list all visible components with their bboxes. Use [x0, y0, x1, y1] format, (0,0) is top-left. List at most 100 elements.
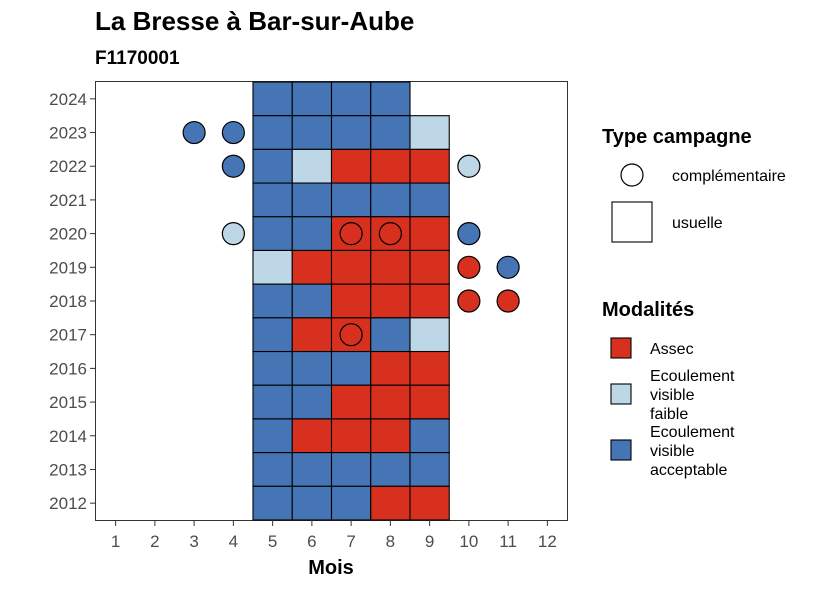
tile-2024-8-ecoulement-visible-acceptable [370, 81, 411, 117]
legend-modalites: Modalités Assec Ecoulement visible faibleEco… [602, 299, 735, 479]
tile-2019-5-ecoulement-visible-faible [252, 249, 293, 285]
y-tick-label: 2021 [49, 191, 87, 210]
legend-key-ecoulement-visible-acceptable [610, 439, 632, 461]
complementaire-points [182, 120, 520, 347]
legend-key-square [611, 201, 653, 243]
tile-2017-9-ecoulement-visible-faible [409, 317, 450, 353]
x-tick-label: 4 [229, 532, 238, 551]
y-tick-label: 2016 [49, 359, 87, 378]
tile-2015-7-assec [330, 384, 372, 420]
tile-2017-6-assec [291, 317, 333, 353]
point-2022-4-ecoulement-visible-acceptable [221, 154, 245, 178]
y-tick-label: 2022 [49, 157, 87, 176]
tile-2013-6-ecoulement-visible-acceptable [291, 452, 333, 487]
x-axis-title: Mois [308, 557, 354, 579]
tile-2018-7-assec [330, 283, 372, 319]
x-tick-label: 10 [459, 532, 478, 551]
tile-2022-6-ecoulement-visible-faible [291, 148, 333, 184]
tile-2017-5-ecoulement-visible-acceptable [252, 317, 293, 353]
point-2019-10-assec [457, 255, 481, 279]
tile-2020-9-assec [409, 216, 450, 252]
legend-key-assec [610, 337, 632, 359]
y-tick-label: 2015 [49, 393, 87, 412]
tile-2016-6-ecoulement-visible-acceptable [291, 350, 333, 386]
point-2017-7-assec [339, 323, 363, 347]
point-2020-4-ecoulement-visible-faible [221, 222, 245, 246]
x-tick-label: 12 [538, 532, 557, 551]
point-2020-10-ecoulement-visible-acceptable [457, 222, 481, 246]
point-2023-4-ecoulement-visible-acceptable [221, 120, 245, 145]
point-2020-7-assec [339, 222, 363, 246]
tile-2018-5-ecoulement-visible-acceptable [252, 283, 293, 319]
x-tick-label: 9 [425, 532, 434, 551]
legend-label-complementaire: complémentaire [672, 168, 786, 185]
tile-2019-7-assec [330, 249, 372, 285]
tile-2015-5-ecoulement-visible-acceptable [252, 384, 293, 420]
y-axis: 2012 2013 2014 2015 2016 2017 2018 2019 2020 2021… [49, 90, 96, 513]
tile-2024-7-ecoulement-visible-acceptable [330, 81, 372, 117]
tile-2018-8-assec [370, 283, 411, 319]
tile-2022-7-assec [330, 148, 372, 184]
tile-2012-9-assec [409, 485, 450, 521]
legend-label-ecoulement-visible-acceptable: Ecoulement visible acceptable [650, 424, 735, 479]
point-2018-11-assec [496, 289, 520, 313]
y-tick-label: 2012 [49, 494, 87, 513]
tile-2016-7-ecoulement-visible-acceptable [330, 350, 372, 386]
point-2019-11-ecoulement-visible-acceptable [496, 255, 520, 279]
y-tick-label: 2018 [49, 292, 87, 311]
legend-type-campagne: Type campagne complémentaire usuelle [602, 126, 786, 243]
tile-2018-9-assec [409, 283, 450, 319]
legend-label-usuelle: usuelle [672, 215, 723, 232]
tile-2013-5-ecoulement-visible-acceptable [252, 452, 293, 487]
usuelle-tiles [252, 81, 450, 521]
tile-2014-8-assec [370, 418, 411, 454]
tile-2019-8-assec [370, 249, 411, 285]
tile-2014-7-assec [330, 418, 372, 454]
tile-2016-9-assec [409, 350, 450, 386]
y-tick-label: 2017 [49, 326, 87, 345]
chart-subtitle: F1170001 [95, 48, 180, 69]
tile-2015-8-assec [370, 384, 411, 420]
legend-label-assec: Assec [650, 341, 694, 358]
tile-2014-6-assec [291, 418, 333, 454]
point-2023-3-ecoulement-visible-acceptable [182, 120, 206, 145]
tile-2021-6-ecoulement-visible-acceptable [291, 182, 333, 218]
legend-title-modalites: Modalités [602, 299, 694, 321]
tile-2023-7-ecoulement-visible-acceptable [330, 115, 372, 150]
tile-2012-7-ecoulement-visible-acceptable [330, 485, 372, 521]
tile-2016-8-assec [370, 350, 411, 386]
tile-2018-6-ecoulement-visible-acceptable [291, 283, 333, 319]
x-tick-label: 11 [499, 532, 517, 551]
tile-2022-9-assec [409, 148, 450, 184]
tile-2020-5-ecoulement-visible-acceptable [252, 216, 293, 252]
y-tick-label: 2020 [49, 225, 87, 244]
chart-title: La Bresse à Bar-sur-Aube [95, 6, 414, 36]
tile-2013-8-ecoulement-visible-acceptable [370, 452, 411, 487]
tile-2017-8-ecoulement-visible-acceptable [370, 317, 411, 353]
tile-2023-6-ecoulement-visible-acceptable [291, 115, 333, 150]
tile-2021-8-ecoulement-visible-acceptable [370, 182, 411, 218]
y-tick-label: 2024 [49, 90, 87, 109]
y-tick-label: 2023 [49, 124, 87, 143]
point-2020-8-assec [378, 222, 402, 246]
x-tick-label: 3 [189, 532, 198, 551]
x-tick-label: 8 [386, 532, 395, 551]
tile-2015-6-ecoulement-visible-acceptable [291, 384, 333, 420]
point-2018-10-assec [457, 289, 481, 313]
tile-2023-9-ecoulement-visible-faible [409, 115, 450, 150]
x-axis: 1 2 3 4 5 6 7 8 9 10 11 12 [111, 520, 557, 551]
tile-2013-7-ecoulement-visible-acceptable [330, 452, 372, 487]
tile-2024-5-ecoulement-visible-acceptable [252, 81, 293, 117]
plot-area [95, 81, 568, 521]
legend-title-type: Type campagne [602, 126, 752, 148]
tile-2012-5-ecoulement-visible-acceptable [252, 485, 293, 521]
tile-2022-8-assec [370, 148, 411, 184]
x-tick-label: 6 [307, 532, 316, 551]
legend-label-ecoulement-visible-faible: Ecoulement visible faible [650, 368, 735, 423]
tile-2021-5-ecoulement-visible-acceptable [252, 182, 293, 218]
tile-2023-5-ecoulement-visible-acceptable [252, 115, 293, 150]
y-tick-label: 2019 [49, 258, 87, 277]
tile-2021-7-ecoulement-visible-acceptable [330, 182, 372, 218]
legend-key-ecoulement-visible-faible [610, 383, 632, 405]
